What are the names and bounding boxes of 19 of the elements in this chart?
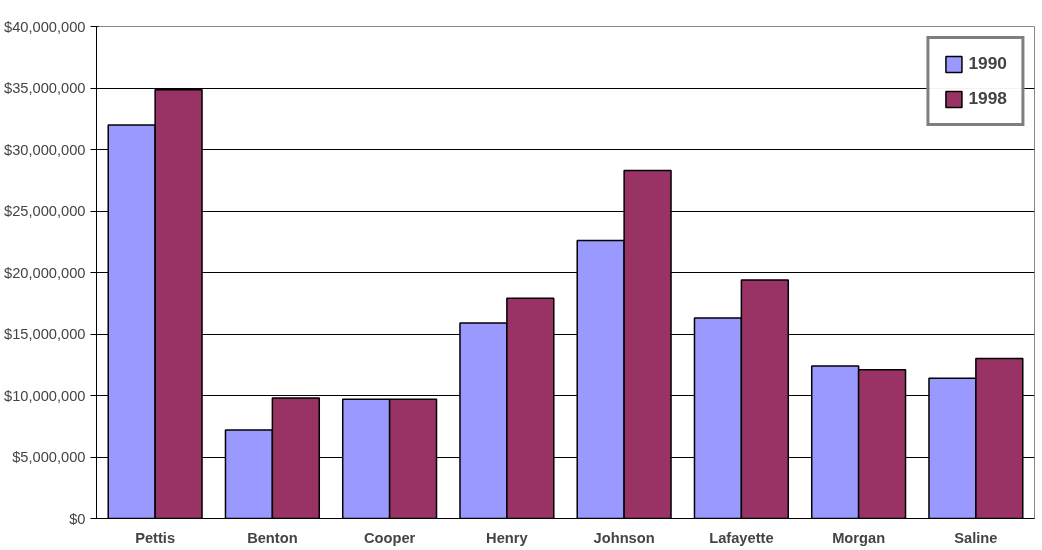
x-tick-label: Cooper — [363, 529, 416, 546]
x-tick-label: Henry — [486, 529, 529, 546]
x-tick-label: Lafayette — [709, 529, 774, 546]
y-tick-label: $20,000,000 — [4, 264, 86, 281]
legend-label: 1990 — [968, 53, 1007, 74]
x-tick-label: Johnson — [593, 529, 655, 546]
x-tick-label: Saline — [954, 529, 998, 546]
y-tick-label: $40,000,000 — [4, 18, 86, 35]
y-tick-label: $30,000,000 — [4, 141, 86, 158]
y-tick-label: $25,000,000 — [4, 203, 86, 219]
y-tick-label: $35,000,000 — [4, 80, 86, 96]
y-tick-label: $5,000,000 — [12, 449, 86, 465]
x-tick-label: Pettis — [135, 529, 176, 546]
legend-label: 1998 — [968, 88, 1007, 109]
y-tick-label: $0 — [69, 510, 86, 527]
y-tick-label: $10,000,000 — [4, 387, 86, 404]
x-tick-label: Benton — [247, 529, 298, 546]
y-tick-label: $15,000,000 — [4, 326, 86, 342]
x-tick-label: Morgan — [832, 529, 886, 546]
